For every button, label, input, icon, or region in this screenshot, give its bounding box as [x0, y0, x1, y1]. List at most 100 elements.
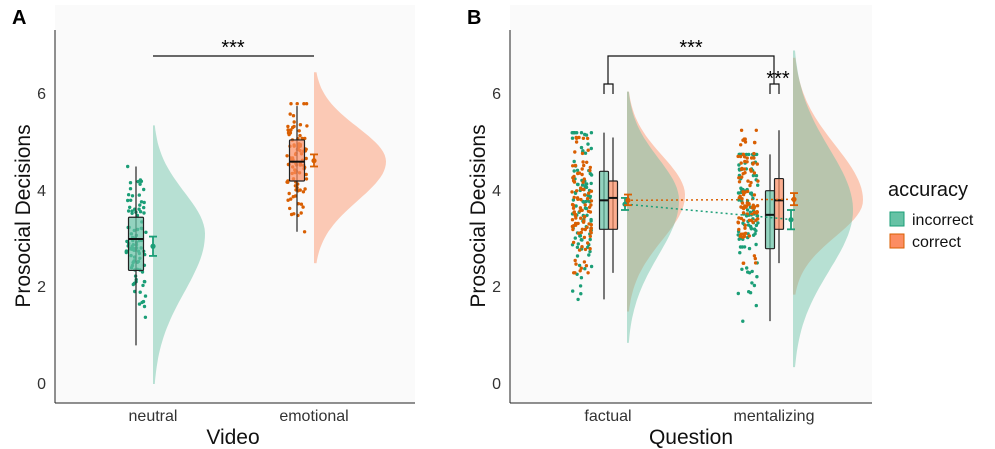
point-mentalizing-correct [739, 232, 743, 236]
point-neutral [130, 194, 135, 198]
point-mentalizing-correct [739, 216, 744, 221]
panel-b-xtick-mentalizing: mentalizing [734, 408, 815, 425]
point-factual-incorrect [576, 297, 580, 302]
point-emotional [285, 154, 289, 158]
point-neutral [140, 300, 144, 305]
point-factual-correct [573, 271, 577, 275]
point-emotional [289, 197, 293, 201]
point-mentalizing-correct [747, 234, 751, 238]
violin-mentalizing-correct [793, 57, 863, 295]
panel-b-x-title: Question [649, 426, 733, 449]
point-emotional [304, 172, 308, 177]
point-factual-correct [585, 136, 590, 141]
panel-b-significance-between: *** [679, 37, 703, 59]
point-factual-correct [579, 216, 583, 220]
point-factual-incorrect [571, 289, 575, 293]
point-factual-incorrect [583, 185, 587, 189]
point-factual-correct [588, 168, 592, 173]
legend: accuracy incorrect correct [888, 179, 974, 251]
panel-b-ytick-6: 6 [492, 86, 501, 103]
panel-b-significance-within: *** [766, 68, 790, 90]
point-neutral [126, 193, 131, 197]
point-factual-correct [580, 227, 585, 231]
point-factual-correct [579, 266, 583, 270]
point-emotional [299, 202, 304, 206]
point-emotional [302, 230, 307, 234]
point-emotional [303, 187, 307, 191]
point-mentalizing-correct [737, 196, 741, 200]
point-factual-correct [579, 230, 583, 235]
point-factual-correct [576, 231, 581, 235]
point-mentalizing-correct [752, 161, 756, 165]
point-mentalizing-correct [748, 183, 752, 188]
point-mentalizing-incorrect [753, 232, 757, 236]
point-factual-incorrect [577, 263, 582, 268]
panel-a-x-title: Video [206, 426, 259, 449]
point-mentalizing-incorrect [756, 183, 760, 187]
point-emotional [298, 123, 303, 127]
point-mentalizing-correct [752, 205, 757, 209]
point-emotional [293, 184, 298, 188]
violin-emotional [314, 72, 386, 264]
point-factual-correct [577, 135, 581, 140]
point-neutral [124, 250, 128, 255]
box-emotional-box [288, 139, 306, 182]
point-emotional [286, 131, 291, 135]
panel-b-mentalizing-bracket [769, 83, 780, 94]
point-factual-correct [580, 151, 585, 156]
point-factual-incorrect [583, 206, 588, 210]
point-factual-incorrect [579, 292, 583, 296]
point-mentalizing-correct [754, 211, 759, 215]
violin-factual-correct [627, 91, 685, 312]
legend-title: accuracy [888, 179, 968, 201]
point-factual-incorrect [579, 145, 584, 150]
box-mentalizing-correct-box [773, 177, 785, 230]
point-mentalizing-correct [752, 140, 757, 145]
point-neutral [138, 290, 142, 294]
panel-b-xtick-factual: factual [584, 408, 631, 425]
point-factual-correct [571, 227, 575, 232]
point-mentalizing-correct [749, 218, 754, 223]
point-emotional [305, 124, 309, 128]
point-mentalizing-correct [741, 261, 746, 265]
panel-b: B factual mentalizing 0 2 4 6 Question P… [467, 5, 872, 449]
point-factual-correct [578, 269, 582, 273]
panel-a-background [55, 5, 415, 403]
point-factual-correct [589, 231, 593, 235]
point-factual-correct [578, 209, 582, 213]
point-neutral [128, 187, 133, 191]
point-mentalizing-correct [754, 218, 758, 222]
panel-a-letter: A [12, 7, 26, 29]
panel-a-ytick-4: 4 [37, 183, 46, 200]
violin-neutral [153, 125, 205, 385]
point-mentalizing-correct [753, 256, 757, 261]
point-neutral [138, 178, 143, 182]
legend-swatch-incorrect [889, 211, 905, 227]
point-mentalizing-incorrect [747, 246, 752, 251]
point-factual-incorrect [580, 238, 584, 242]
point-mentalizing-correct [743, 171, 747, 175]
point-mentalizing-incorrect [750, 269, 754, 274]
point-mentalizing-correct [753, 261, 758, 265]
point-factual-correct [578, 206, 583, 210]
legend-label-correct: correct [912, 234, 961, 251]
point-factual-correct [576, 171, 580, 176]
violin-mentalizing-incorrect [793, 50, 853, 368]
point-emotional [297, 129, 301, 133]
point-factual-correct [571, 179, 576, 183]
point-neutral [130, 209, 134, 213]
point-neutral [143, 294, 148, 298]
point-neutral [139, 200, 144, 204]
point-factual-incorrect [575, 254, 580, 258]
point-neutral [126, 198, 130, 203]
point-neutral [128, 205, 132, 209]
point-mentalizing-incorrect [749, 227, 754, 231]
point-mentalizing-correct [745, 160, 749, 164]
point-emotional [287, 191, 291, 196]
point-factual-correct [581, 136, 586, 140]
point-factual-correct [581, 160, 585, 164]
point-mentalizing-correct [739, 128, 744, 132]
point-emotional [288, 112, 292, 116]
panel-b-significance-bracket [607, 55, 775, 84]
point-factual-incorrect [586, 142, 590, 146]
